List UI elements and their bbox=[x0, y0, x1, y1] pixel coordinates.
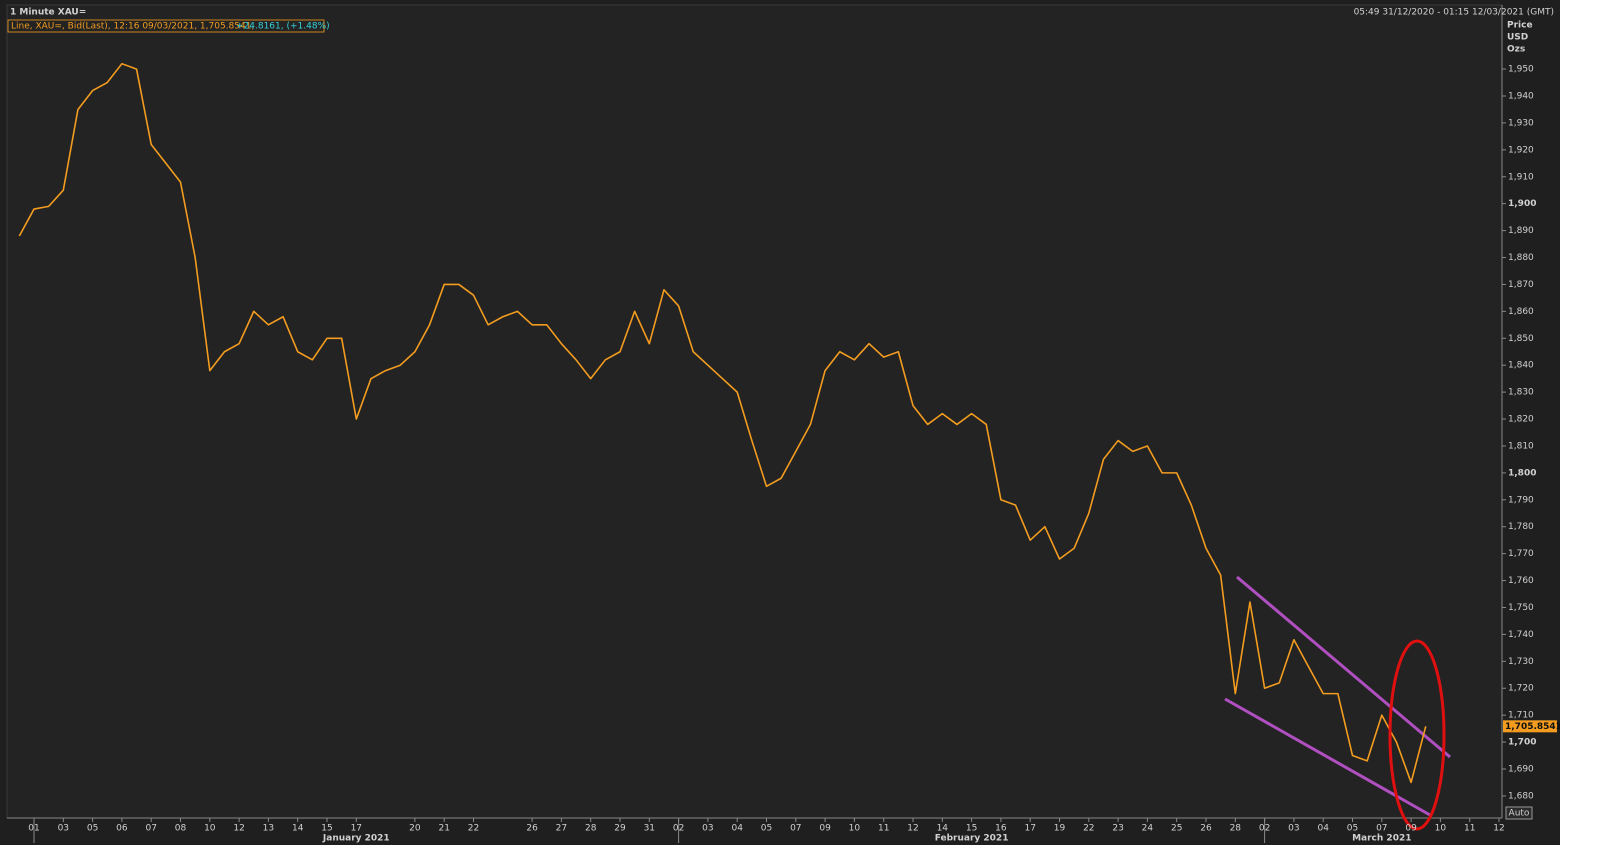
y-tick-label: 1,750 bbox=[1508, 603, 1534, 613]
x-tick-label: 11 bbox=[1464, 824, 1475, 834]
x-tick-label: 22 bbox=[1083, 824, 1094, 834]
y-tick-label: 1,700 bbox=[1508, 738, 1536, 748]
y-tick-label: 1,760 bbox=[1508, 576, 1534, 586]
x-tick-label: 03 bbox=[58, 824, 69, 834]
auto-button-label[interactable]: Auto bbox=[1509, 809, 1530, 819]
y-tick-label: 1,800 bbox=[1508, 468, 1536, 478]
x-tick-label: 05 bbox=[87, 824, 98, 834]
x-tick-label: 10 bbox=[849, 824, 861, 834]
last-price-box bbox=[1503, 720, 1557, 733]
x-tick-label: 05 bbox=[761, 824, 772, 834]
last-price-label: 1,705.8541 bbox=[1505, 722, 1560, 732]
x-tick-label: 16 bbox=[995, 824, 1007, 834]
chart-title: 1 Minute XAU= bbox=[10, 8, 86, 18]
highlight-ellipse bbox=[1388, 639, 1446, 831]
x-tick-label: 23 bbox=[1112, 824, 1123, 834]
x-tick-label: 11 bbox=[878, 824, 889, 834]
y-tick-label: 1,880 bbox=[1508, 253, 1534, 263]
x-tick-label: 26 bbox=[526, 824, 538, 834]
y-tick-label: 1,720 bbox=[1508, 684, 1534, 694]
y-tick-label: 1,890 bbox=[1508, 226, 1534, 236]
month-label: January 2021 bbox=[322, 834, 390, 844]
x-tick-label: 31 bbox=[644, 824, 655, 834]
x-tick-label: 07 bbox=[1376, 824, 1387, 834]
x-tick-label: 24 bbox=[1142, 824, 1154, 834]
chart: 1 Minute XAU= 05:49 31/12/2020 - 01:15 1… bbox=[0, 0, 1560, 845]
x-tick-label: 20 bbox=[409, 824, 421, 834]
y-tick-label: 1,910 bbox=[1508, 172, 1534, 182]
x-tick-label: 10 bbox=[204, 824, 216, 834]
x-tick-label: 15 bbox=[966, 824, 977, 834]
y-tick-label: 1,860 bbox=[1508, 307, 1534, 317]
x-tick-label: 22 bbox=[468, 824, 479, 834]
x-tick-label: 07 bbox=[790, 824, 801, 834]
price-line bbox=[18, 62, 1427, 784]
x-tick-label: 09 bbox=[1405, 824, 1417, 834]
y-tick-label: 1,770 bbox=[1508, 549, 1534, 559]
y-tick-label: 1,870 bbox=[1508, 280, 1534, 290]
trend-line-upper bbox=[1236, 575, 1451, 759]
y-tick-label: 1,900 bbox=[1508, 199, 1536, 209]
x-tick-label: 04 bbox=[1317, 824, 1329, 834]
x-tick-label: 17 bbox=[351, 824, 362, 834]
y-tick-label: 1,840 bbox=[1508, 361, 1534, 371]
x-tick-label: 10 bbox=[1435, 824, 1447, 834]
x-tick-label: 29 bbox=[614, 824, 626, 834]
x-tick-label: 19 bbox=[1054, 824, 1066, 834]
y-tick-label: 1,950 bbox=[1508, 65, 1534, 75]
x-tick-label: 28 bbox=[1230, 824, 1242, 834]
y-tick-label: 1,930 bbox=[1508, 118, 1534, 128]
legend-change: +24.8161, (+1.48%) bbox=[236, 22, 330, 32]
x-tick-label: 12 bbox=[907, 824, 918, 834]
x-tick-label: 03 bbox=[1288, 824, 1299, 834]
y-tick-label: 1,680 bbox=[1508, 791, 1534, 801]
x-tick-label: 25 bbox=[1171, 824, 1182, 834]
plot bbox=[18, 62, 1427, 784]
x-tick-label: 17 bbox=[1024, 824, 1035, 834]
plot-area bbox=[6, 4, 1503, 819]
x-tick-label: 05 bbox=[1347, 824, 1358, 834]
x-tick-label: 07 bbox=[145, 824, 156, 834]
x-tick-label: 14 bbox=[937, 824, 949, 834]
x-tick-label: 08 bbox=[175, 824, 187, 834]
x-tick-label: 21 bbox=[438, 824, 449, 834]
axis-label: USD bbox=[1507, 33, 1528, 43]
x-tick-label: 28 bbox=[585, 824, 597, 834]
x-tick-label: 13 bbox=[263, 824, 274, 834]
y-tick-label: 1,820 bbox=[1508, 415, 1534, 425]
y-tick-label: 1,790 bbox=[1508, 495, 1534, 505]
chart-subtitle: 05:49 31/12/2020 - 01:15 12/03/2021 (GMT… bbox=[1354, 8, 1554, 18]
legend-text: Line, XAU=, Bid(Last), 12:16 09/03/2021,… bbox=[11, 22, 254, 32]
x-tick-label: 26 bbox=[1200, 824, 1212, 834]
legend-box bbox=[7, 19, 325, 33]
y-tick-label: 1,850 bbox=[1508, 334, 1534, 344]
y-tick-label: 1,690 bbox=[1508, 765, 1534, 775]
y-tick-label: 1,830 bbox=[1508, 388, 1534, 398]
month-label: March 2021 bbox=[1352, 834, 1411, 844]
y-tick-label: 1,780 bbox=[1508, 522, 1534, 532]
y-tick-label: 1,810 bbox=[1508, 441, 1534, 451]
axis-label: Price bbox=[1507, 21, 1533, 31]
y-tick-label: 1,740 bbox=[1508, 630, 1534, 640]
x-tick-label: 15 bbox=[321, 824, 332, 834]
x-tick-label: 12 bbox=[1493, 824, 1504, 834]
axis-label: Ozs bbox=[1507, 45, 1525, 55]
x-tick-label: 12 bbox=[233, 824, 244, 834]
y-tick-label: 1,730 bbox=[1508, 657, 1534, 667]
x-tick-label: 14 bbox=[292, 824, 304, 834]
y-tick-label: 1,920 bbox=[1508, 145, 1534, 155]
x-tick-label: 03 bbox=[702, 824, 713, 834]
x-tick-label: 04 bbox=[731, 824, 743, 834]
month-label: February 2021 bbox=[935, 834, 1009, 844]
auto-button[interactable] bbox=[1505, 806, 1533, 820]
x-tick-label: 09 bbox=[819, 824, 831, 834]
y-tick-label: 1,940 bbox=[1508, 91, 1534, 101]
x-tick-label: 27 bbox=[556, 824, 567, 834]
x-tick-label: 06 bbox=[116, 824, 128, 834]
y-tick-label: 1,710 bbox=[1508, 711, 1534, 721]
